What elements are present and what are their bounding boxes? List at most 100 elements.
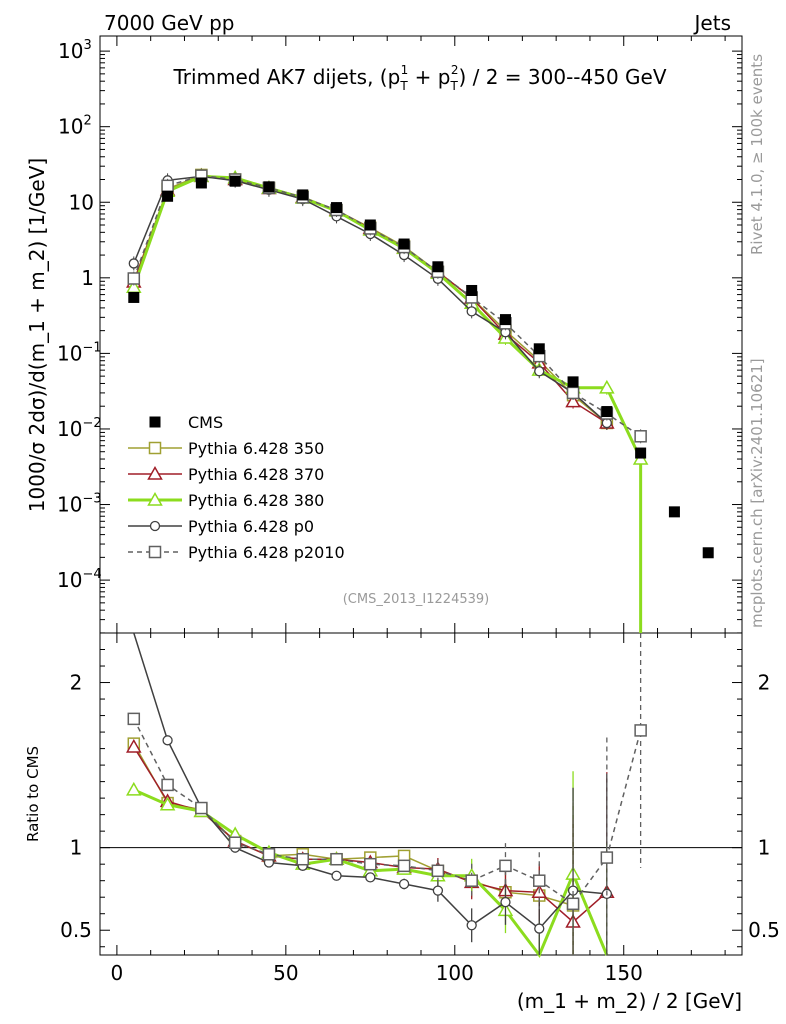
main-line [133,175,608,424]
ratio-point [431,864,445,878]
ratio-point [397,859,411,873]
data-point [263,181,275,193]
x-axis-label: (m_1 + m_2) / 2 [GeV] [517,989,742,1013]
legend-label: Pythia 6.428 380 [188,491,324,510]
data-point [534,366,545,377]
ratio-point [432,885,444,896]
ratio-y-tick-label: 0.5 [60,918,92,942]
data-point [128,291,140,303]
ratio-point [126,781,142,796]
legend-marker [148,441,162,455]
ratio-point [566,897,580,911]
ratio-plot-frame [99,632,743,956]
y-tick-label: 10−2 [57,416,102,441]
ratio-point [162,735,173,746]
legend-entry: CMS [149,413,223,432]
data-point [432,261,444,273]
series-pythia-6-428-370 [126,168,615,955]
series-pythia-6-428-p0 [128,169,612,955]
data-point [364,219,376,231]
ratio-point [330,852,343,866]
legend-entry: Pythia 6.428 p2010 [128,543,345,562]
data-point [127,272,141,285]
legend-label: CMS [188,413,223,432]
mcplots-watermark: mcplots.cern.ch [arXiv:2401.10621] [748,358,766,628]
ratio-point [465,874,478,887]
main-line [133,174,642,437]
data-point [634,430,647,443]
ratio-y-tick-label-right: 0.5 [748,918,780,942]
ratio-point [466,920,477,931]
series-layer [126,167,714,958]
legend-entry: Pythia 6.428 350 [128,439,324,458]
legend-label: Pythia 6.428 p0 [188,517,314,536]
ratio-point [600,851,614,864]
data-point [331,202,343,214]
ratio-point [228,836,242,849]
legend-entry: Pythia 6.428 p0 [128,517,314,536]
legend-marker [148,545,162,559]
ratio-point [195,801,208,815]
ratio-point [634,724,647,737]
legend-marker [147,465,163,480]
ratio-point [534,923,545,934]
ratio-point [161,778,174,792]
ratio-point [533,874,546,887]
ratio-y-tick-label: 1 [70,836,83,860]
ratio-line [133,743,574,907]
data-point [229,175,241,187]
legend-marker [149,520,161,532]
ratio-point [159,796,176,811]
y-tick-label: 102 [58,114,92,139]
series-pythia-6-428-380 [126,168,649,958]
data-point [297,189,309,201]
data-point [702,547,714,559]
legend-label: Pythia 6.428 350 [188,439,324,458]
ratio-line [133,718,642,905]
legend-marker [147,491,163,506]
data-point [128,258,139,269]
data-point [601,406,613,418]
ratio-point [364,857,377,871]
header-right: Jets [693,11,731,35]
ratio-point [500,897,511,908]
data-point [533,343,545,355]
rivet-watermark: Rivet 4.1.0, ≥ 100k events [748,54,766,255]
y-tick-label: 103 [58,38,92,63]
legend-entry: Pythia 6.428 370 [128,465,324,484]
header-left: 7000 GeV pp [104,11,235,35]
ratio-y-tick-label-right: 2 [758,671,771,695]
main-line [133,174,608,424]
legend: CMS Pythia 6.428 350 Pythia 6.428 370 Pythi… [128,413,345,562]
chart-title: Trimmed AK7 dijets, (pT1 + pT2) / 2 = 30… [172,63,666,93]
data-point [635,447,647,459]
ratio-y-tick-label-right: 1 [758,836,771,860]
data-point [499,314,511,326]
data-point [565,393,581,408]
ratio-point [126,738,142,753]
data-point [668,506,680,518]
data-point [195,177,207,189]
ratio-point [127,712,141,726]
data-point [162,190,174,202]
data-point [466,284,478,296]
y-axis-label-main: 1000/σ 2dσ)/d(m_1 + m_2) [1/GeV] [25,158,49,512]
x-tick-label: 50 [273,961,298,985]
y-tick-label: 10−4 [57,567,102,592]
x-tick-label: 100 [436,961,474,985]
ratio-point [296,852,309,866]
ratio-point [331,870,342,881]
ratio-point [398,878,410,890]
y-tick-label: 10−1 [57,340,102,365]
data-point [466,306,477,317]
series-cms [128,175,714,559]
data-point [161,179,174,193]
data-point [599,379,615,394]
analysis-id: (CMS_2013_I1224539) [343,592,490,607]
legend-marker [149,416,161,428]
ratio-point [262,848,276,861]
x-tick-label: 0 [111,961,124,985]
legend-label: Pythia 6.428 370 [188,465,324,484]
